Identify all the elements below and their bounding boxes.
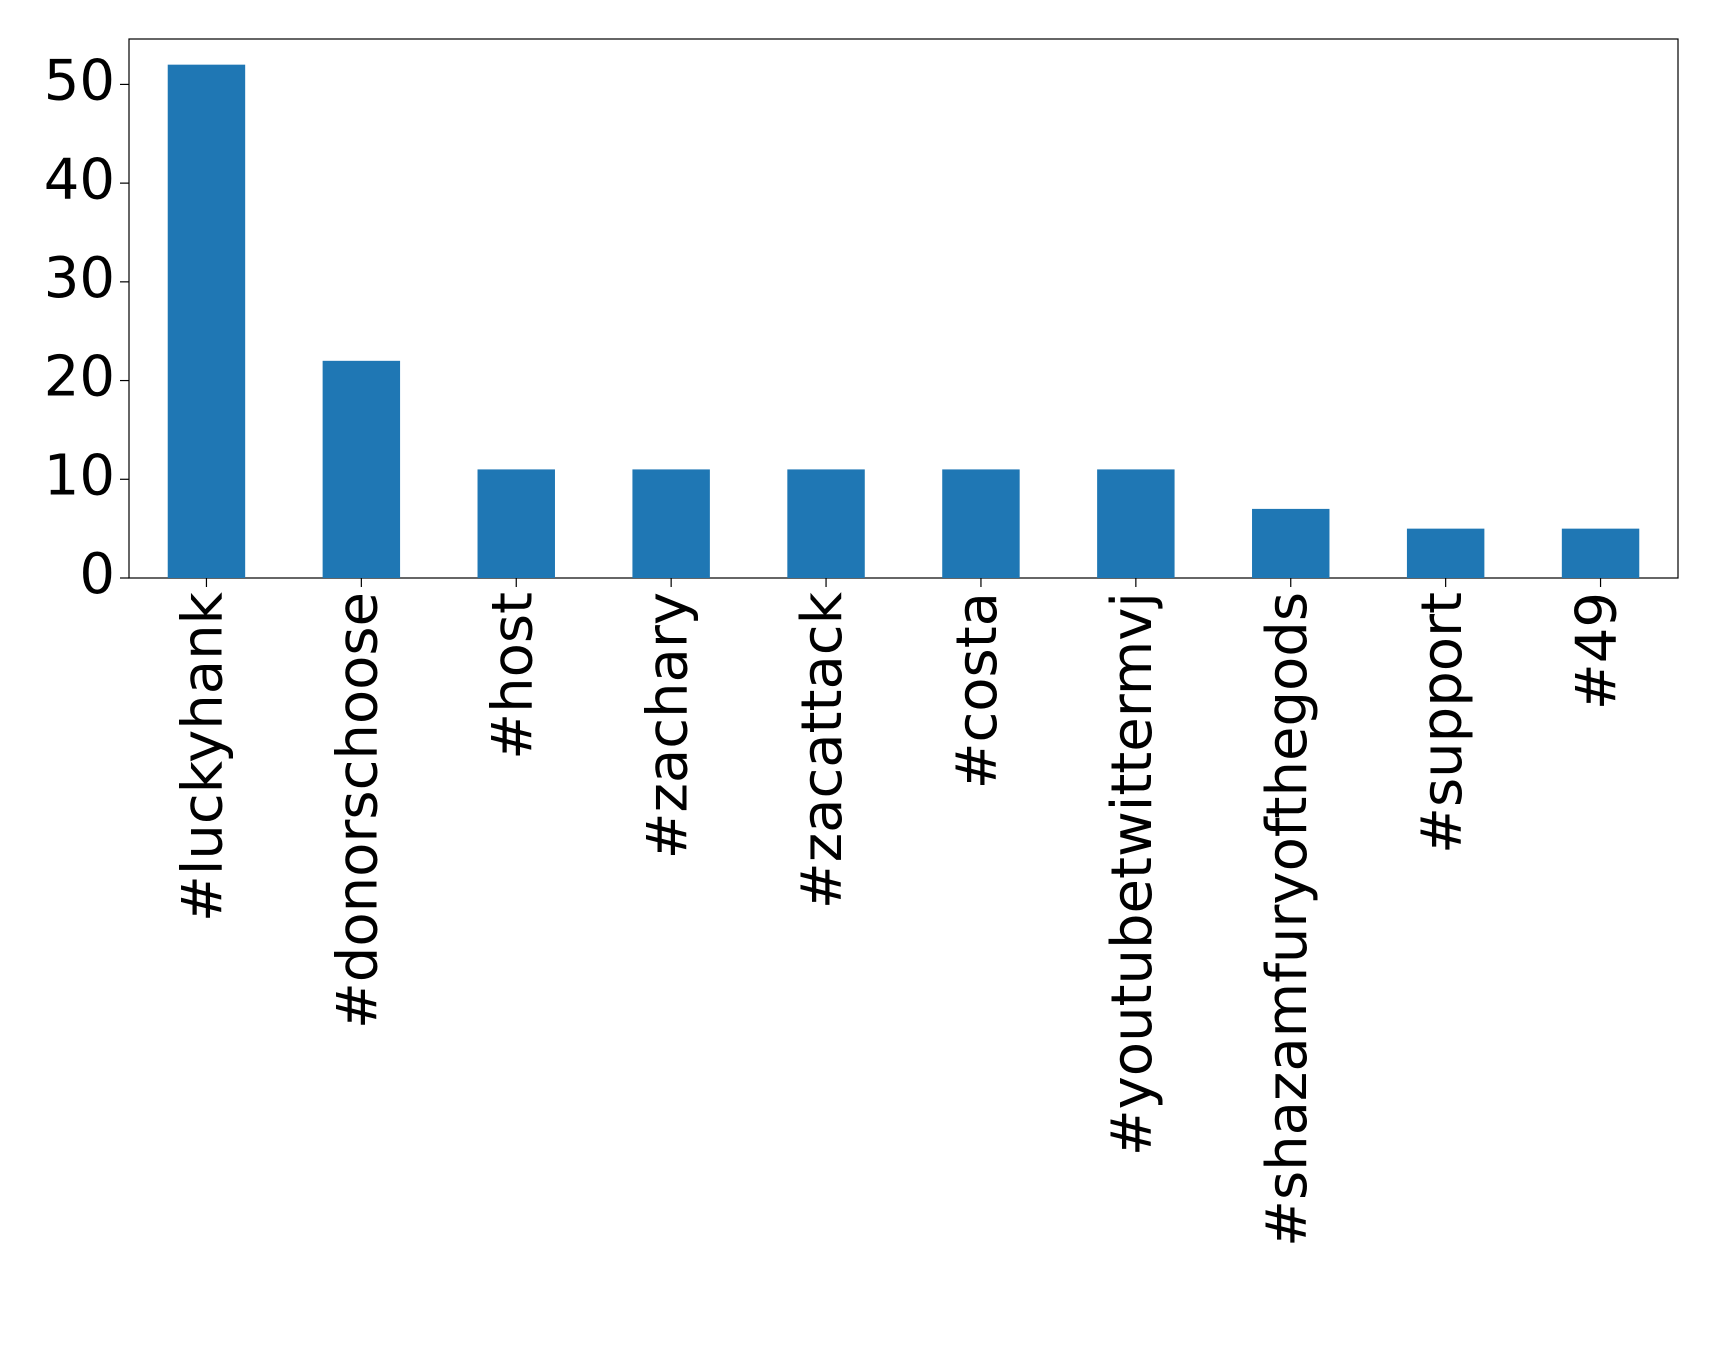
y-tick-label: 0 xyxy=(79,542,115,607)
x-tick-label: #support xyxy=(1410,592,1475,854)
x-tick-label: #49 xyxy=(1565,592,1630,710)
x-tick-label: #host xyxy=(480,592,545,760)
axes-frame xyxy=(128,38,1679,579)
x-tick-label: #zacattack xyxy=(790,591,855,909)
x-tick-label: #zachary xyxy=(635,592,700,859)
y-tick-label: 30 xyxy=(44,246,115,311)
y-tick-label: 10 xyxy=(44,443,115,508)
x-tick-label: #youtubetwittermvj xyxy=(1100,592,1165,1156)
bar xyxy=(322,360,401,578)
x-tick-label: #costa xyxy=(945,592,1010,789)
x-tick-label: #luckyhank xyxy=(171,591,236,922)
y-tick-label: 20 xyxy=(44,345,115,410)
y-tick-label: 50 xyxy=(44,49,115,114)
bar xyxy=(787,469,865,578)
x-tick-label: #donorschoose xyxy=(325,592,390,1029)
bar xyxy=(167,64,246,578)
y-tick-label: 40 xyxy=(44,147,115,212)
bar xyxy=(1561,528,1640,578)
bar xyxy=(632,469,710,578)
bar xyxy=(1406,528,1485,578)
bar xyxy=(1252,508,1330,578)
bar xyxy=(1097,469,1175,578)
bar xyxy=(942,469,1020,578)
bar xyxy=(477,469,555,578)
x-tick-label: #shazamfuryofthegods xyxy=(1255,592,1320,1247)
